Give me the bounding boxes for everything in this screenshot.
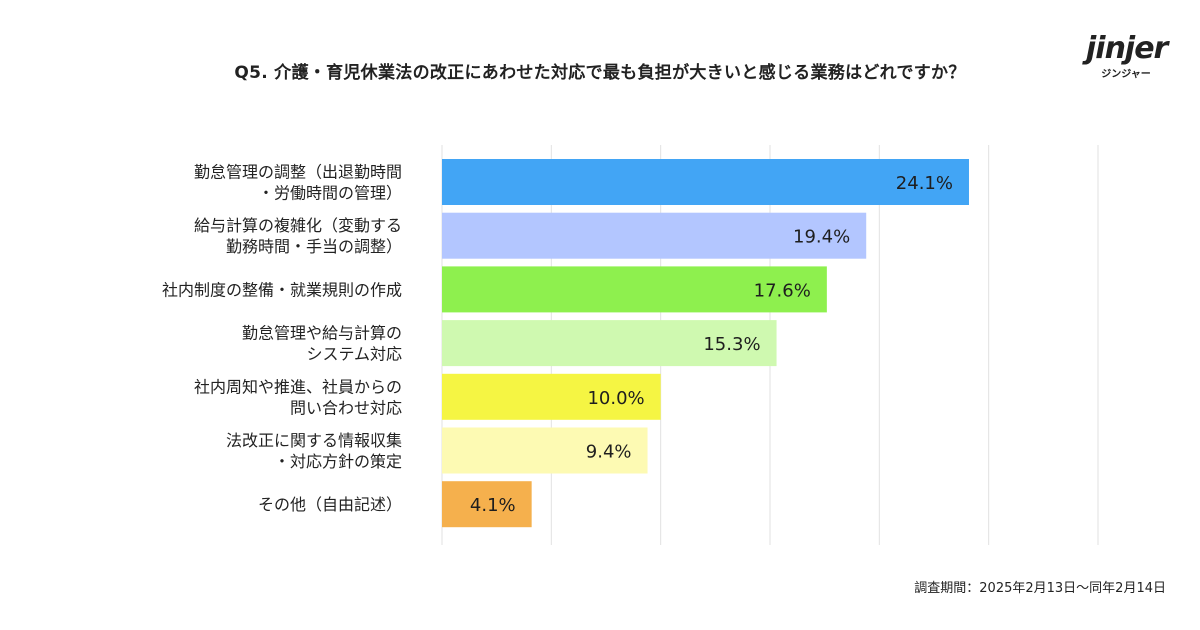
bar: [442, 481, 532, 528]
category-label: システム対応: [306, 345, 402, 364]
bar: [442, 266, 827, 313]
chart-title: Q5. 介護・育児休業法の改正にあわせた対応で最も負担が大きいと感じる業務はどれ…: [234, 63, 966, 83]
category-label: ・対応方針の策定: [274, 452, 402, 471]
bar: [442, 212, 867, 259]
bar: [442, 427, 648, 474]
category-label: 勤怠管理の調整（出退勤時間: [194, 163, 402, 182]
category-label: その他（自由記述）: [258, 495, 402, 514]
bar-value-label: 19.4%: [793, 227, 850, 248]
bar-value-label: 4.1%: [470, 495, 516, 516]
brand-logo: jinjer ジンジャー: [1086, 31, 1168, 84]
bar-value-label: 15.3%: [703, 334, 760, 355]
category-label: 問い合わせ対応: [290, 398, 402, 417]
bar: [442, 373, 661, 420]
category-label: 社内制度の整備・就業規則の作成: [162, 280, 402, 299]
bar-value-label: 10.0%: [587, 388, 644, 409]
category-label: 社内周知や推進、社員からの: [194, 377, 402, 396]
brand-wordmark: jinjer: [1086, 31, 1168, 66]
survey-period-note: 調査期間：2025年2月13日〜同年2月14日: [914, 581, 1166, 596]
category-label: 給与計算の複雑化（変動する: [194, 216, 402, 235]
bar: [442, 159, 969, 205]
bar-value-label: 9.4%: [586, 442, 632, 463]
bar: [442, 320, 777, 367]
bar-value-label: 17.6%: [754, 280, 811, 301]
brand-kana: ジンジャー: [1101, 69, 1151, 80]
category-label: ・労働時間の管理）: [258, 184, 402, 203]
category-label: 法改正に関する情報収集: [226, 431, 402, 450]
bars: 24.1% 19.4% 17.6% 15.3% 10.0% 9.4% 4.1%: [442, 159, 969, 528]
bar-value-label: 24.1%: [896, 173, 953, 194]
category-label: 勤務時間・手当の調整）: [226, 237, 402, 256]
category-labels: 勤怠管理の調整（出退勤時間・労働時間の管理） 給与計算の複雑化（変動する勤務時間・…: [162, 163, 402, 515]
category-label: 勤怠管理や給与計算の: [242, 324, 402, 343]
